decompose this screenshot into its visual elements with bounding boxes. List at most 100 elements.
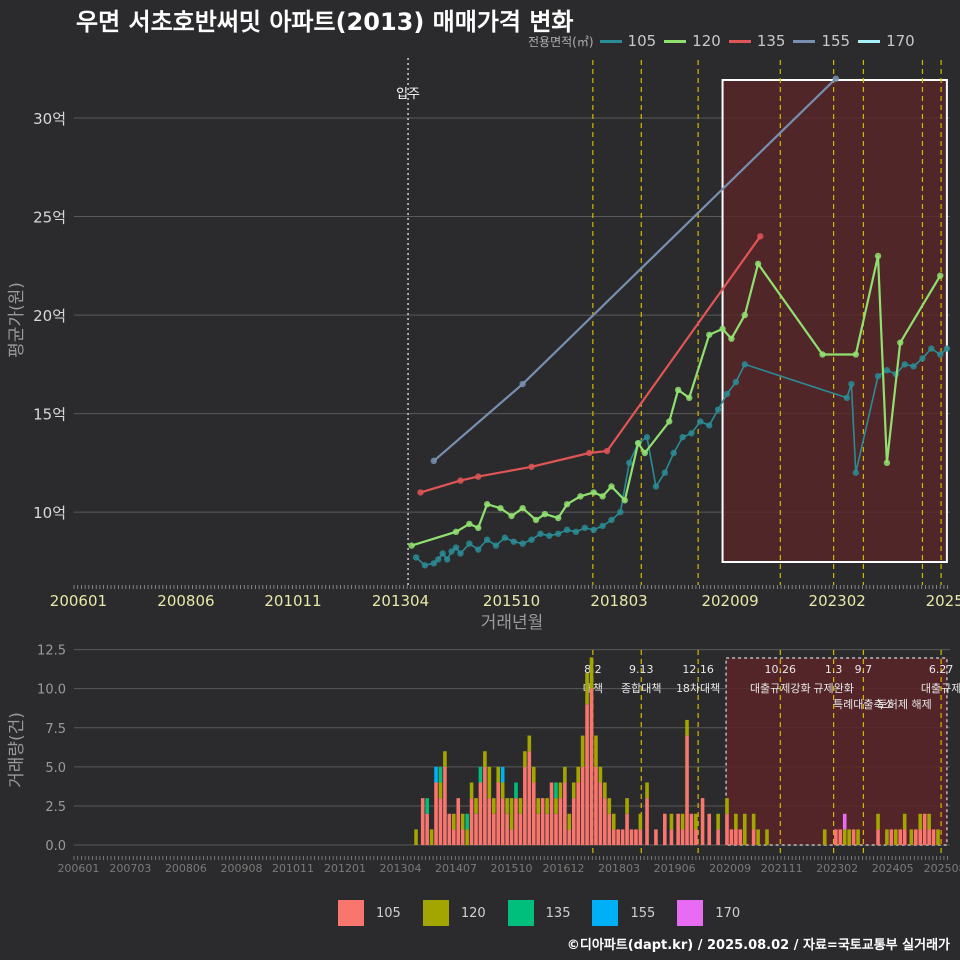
volume-bar-105	[514, 798, 518, 846]
volume-xtick-label: 202405	[872, 862, 914, 875]
volume-bar-105	[931, 829, 936, 846]
chart-title: 우면 서초호반써밋 아파트(2013) 매매가격 변화	[76, 8, 574, 36]
volume-bar-120	[716, 813, 720, 830]
volume-bar-105	[634, 829, 638, 846]
price-point-105	[599, 522, 606, 530]
volume-bar-120	[571, 782, 576, 799]
price-point-155	[519, 380, 526, 388]
price-point-120	[706, 331, 713, 338]
price-point-120	[599, 493, 606, 500]
price-point-105	[714, 406, 722, 413]
volume-bar-105	[625, 813, 629, 846]
price-xtick-label: 200806	[157, 592, 214, 610]
volume-bar-105	[738, 829, 743, 846]
volume-bar-105	[527, 751, 532, 846]
price-point-105	[537, 530, 544, 537]
price-point-120	[475, 524, 482, 532]
price-point-105	[874, 372, 882, 380]
volume-highlight-box	[725, 657, 948, 846]
volume-bar-105	[616, 829, 620, 846]
price-point-105	[492, 542, 500, 549]
volume-bar-105	[496, 782, 501, 846]
price-xtick-label: 201510	[483, 592, 540, 610]
volume-bar-135	[425, 798, 429, 814]
price-ytick-label: 30억	[33, 110, 66, 128]
volume-bar-105	[554, 813, 558, 846]
price-point-120	[634, 439, 642, 447]
price-point-120	[497, 504, 504, 512]
volume-bar-135	[514, 782, 518, 799]
volume-bar-120	[694, 813, 698, 830]
volume-bar-120	[527, 735, 532, 752]
volume-bar-120	[483, 751, 487, 767]
volume-bar-105	[443, 766, 447, 846]
volume-bar-105	[689, 813, 694, 846]
volume-xtick-label: 201201	[324, 862, 366, 875]
volume-bar-105	[505, 813, 509, 846]
price-ytick-label: 10억	[33, 504, 66, 522]
volume-ytick-label: 5.0	[45, 761, 66, 776]
price-point-105	[732, 378, 740, 386]
price-point-105	[412, 554, 420, 561]
price-point-105	[466, 540, 473, 547]
price-legend: 전용면적(㎡) 105 120 135 155 170	[528, 30, 923, 52]
volume-bar-105	[918, 829, 923, 846]
volume-bar-120	[505, 798, 509, 814]
volume-xtick-label: 201304	[380, 862, 422, 875]
volume-bar-105	[654, 829, 658, 846]
volume-bar-120	[443, 751, 447, 767]
price-x-axis-title: 거래년월	[481, 613, 544, 633]
price-point-105	[843, 394, 851, 402]
price-point-120	[666, 418, 673, 425]
price-point-105	[452, 544, 460, 551]
price-point-120	[883, 459, 891, 467]
volume-xtick-label: 200703	[109, 862, 151, 875]
volume-bar-105	[922, 813, 927, 846]
price-point-135	[757, 233, 764, 240]
volume-bar-135	[478, 766, 483, 783]
price-y-axis-title: 평균가(원)	[7, 282, 27, 358]
price-point-120	[754, 260, 762, 268]
volume-bar-105	[751, 829, 756, 846]
volume-bar-120	[460, 813, 465, 830]
volume-legend-170: 170	[677, 900, 740, 926]
price-xtick-label: 201304	[372, 592, 429, 610]
price-point-120	[541, 510, 549, 518]
volume-xtick-label: 200601	[57, 862, 99, 875]
price-point-105	[448, 548, 455, 555]
policy-date-label: 6.27	[929, 663, 954, 676]
volume-bar-105	[729, 829, 734, 846]
volume-bar-105	[707, 813, 712, 846]
volume-bar-105	[576, 782, 580, 846]
volume-bar-120	[523, 751, 527, 767]
volume-bar-120	[847, 829, 851, 846]
volume-bar-120	[589, 657, 594, 689]
price-chart: 10억 15억 20억 25억 30억 입주 200601 200806 201011 20130…	[7, 58, 960, 633]
volume-xtick-label: 202111	[761, 862, 803, 875]
volume-bar-105	[694, 829, 698, 846]
price-point-120	[621, 497, 629, 504]
volume-bar-105	[680, 829, 685, 846]
price-point-105	[937, 351, 944, 358]
volume-legend-135: 135	[507, 900, 570, 926]
policy-name-label: 토허제 해제	[878, 697, 932, 711]
price-point-120	[408, 542, 415, 549]
price-xtick-label: 200601	[50, 592, 107, 610]
price-point-105	[617, 508, 624, 516]
volume-bar-120	[491, 798, 496, 814]
volume-bar-105	[483, 766, 487, 846]
price-point-105	[528, 536, 535, 543]
volume-bar-105	[509, 829, 514, 846]
volume-bar-105	[563, 782, 567, 846]
price-point-105	[652, 483, 660, 490]
price-highlight-box	[721, 79, 948, 563]
price-point-120	[897, 339, 904, 346]
move-in-label: 입주	[396, 87, 420, 102]
price-point-120	[819, 351, 826, 358]
volume-bar-120	[725, 798, 729, 814]
price-point-135	[417, 489, 424, 496]
volume-bar-105	[580, 766, 585, 846]
price-point-135	[528, 463, 535, 470]
policy-name-label: 특례대출축소	[833, 698, 894, 711]
price-point-105	[483, 536, 491, 543]
